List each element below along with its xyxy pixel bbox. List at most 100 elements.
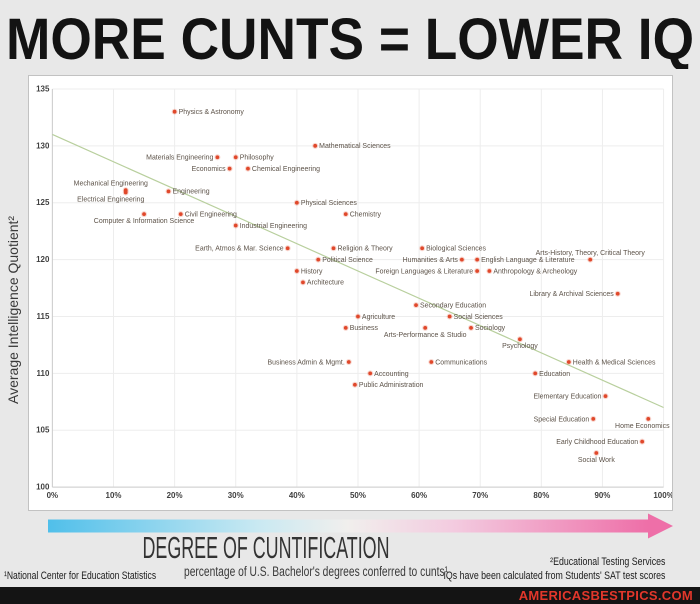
- data-point-label: Biological Sciences: [426, 246, 486, 253]
- x-tick-label: 100%: [653, 491, 672, 500]
- scatter-plot: 0% 10% 20% 30% 40% 50% 60% 70% 80% 90% 100% 100 105 1…: [36, 84, 672, 500]
- data-point-dot: [368, 371, 373, 376]
- degree-heading: DEGREE OF CUNTIFICATION: [143, 532, 390, 565]
- data-point-dot: [353, 382, 357, 387]
- data-point-label: Business: [350, 325, 379, 332]
- data-point-dot: [178, 212, 183, 216]
- data-point-label: Computer & Information Science: [94, 218, 195, 225]
- data-point-label: Social Work: [578, 457, 615, 464]
- data-point-label: Education: [539, 371, 570, 378]
- data-point-label: English Language & Literature: [481, 257, 575, 264]
- y-tick-label: 120: [36, 255, 50, 264]
- x-tick-label: 90%: [594, 491, 610, 500]
- data-point-dot: [475, 257, 480, 262]
- data-point-dot: [640, 439, 645, 444]
- data-point-dot: [343, 212, 348, 216]
- data-point-dot: [615, 291, 620, 296]
- data-point-label: Architecture: [307, 280, 344, 287]
- y-tick-label: 135: [36, 84, 50, 93]
- data-point-dot: [142, 212, 146, 216]
- data-point-label: Physics & Astronomy: [179, 109, 245, 116]
- data-point-dot: [591, 416, 596, 421]
- data-point-dot: [487, 269, 492, 273]
- data-point-label: Mechanical Engineering: [74, 181, 148, 188]
- data-point-dot: [603, 394, 608, 399]
- footnote-right-line1: ²Educational Testing Services: [549, 556, 665, 568]
- data-point-dot: [588, 257, 593, 262]
- data-point-dot: [227, 166, 232, 171]
- data-point-dot: [331, 246, 336, 251]
- data-point-label: Physical Sciences: [301, 200, 358, 207]
- data-point-label: Special Education: [534, 416, 590, 423]
- data-point-label: Industrial Engineering: [240, 223, 307, 230]
- data-point-label: Library & Archival Sciences: [529, 291, 614, 298]
- title-block: MORE CUNTS = LOWER IQ: [6, 7, 694, 69]
- x-tick-label: 10%: [106, 491, 122, 500]
- data-point-label: Home Economics: [615, 423, 670, 430]
- footnote-right-line2: IQs have been calculated from Students' …: [443, 570, 665, 582]
- trendline: [52, 133, 664, 409]
- x-tick-label: 0%: [47, 491, 58, 500]
- data-point-dot: [566, 360, 571, 364]
- footnote-source-right: ²Educational Testing Services IQs have b…: [443, 555, 665, 583]
- y-axis-label: Average Intelligence Quotient²: [5, 215, 21, 404]
- data-point-dot: [475, 269, 480, 273]
- data-point-label: Arts-Performance & Studio: [384, 332, 467, 339]
- data-point-label: Psychology: [502, 343, 538, 350]
- data-point-label: Social Sciences: [454, 314, 504, 321]
- data-point-dot: [646, 416, 651, 421]
- data-point-label: Civil Engineering: [185, 211, 237, 218]
- data-point-dot: [594, 451, 599, 455]
- chart-panel: 0% 10% 20% 30% 40% 50% 60% 70% 80% 90% 100% 100 105 1…: [28, 75, 673, 511]
- data-point-dot: [294, 269, 299, 273]
- arrow-shaft: [48, 519, 648, 533]
- data-point-dot: [233, 155, 238, 160]
- data-point-dot: [459, 257, 464, 262]
- data-point-dot: [294, 200, 299, 205]
- arrow-head-icon: [648, 513, 673, 539]
- x-tick-label: 50%: [350, 491, 366, 500]
- x-tick-label: 30%: [228, 491, 244, 500]
- degree-subheading: percentage of U.S. Bachelor's degrees co…: [184, 564, 448, 579]
- data-point-dot: [166, 189, 171, 194]
- data-point-dot: [518, 337, 522, 342]
- data-point-dot: [316, 257, 321, 262]
- data-point-label: Secondary Education: [420, 303, 486, 310]
- data-point-dot: [414, 303, 418, 308]
- y-tick-label: 100: [36, 483, 50, 492]
- data-point-dot: [215, 155, 220, 160]
- data-point-dot: [301, 280, 305, 285]
- data-point-label: Earth, Atmos & Mar. Science: [195, 246, 284, 253]
- page-title: MORE CUNTS = LOWER IQ: [6, 7, 694, 69]
- data-point-dot: [447, 314, 452, 319]
- watermark-banner: AMERICASBESTPICS.COM: [0, 587, 700, 604]
- data-point-label: Chemistry: [350, 211, 382, 218]
- y-tick-label: 115: [37, 312, 50, 321]
- data-point-label: Foreign Languages & Literature: [375, 268, 473, 275]
- data-point-label: Arts-History, Theory, Critical Theory: [536, 250, 646, 257]
- data-point-label: Materials Engineering: [146, 155, 213, 162]
- data-point-label: Agriculture: [362, 314, 395, 321]
- data-point-label: Anthropology & Archeology: [493, 268, 577, 275]
- data-point-dot: [469, 325, 473, 330]
- x-tick-label: 70%: [472, 491, 488, 500]
- x-axis-caption: DEGREE OF CUNTIFICATION percentage of U.…: [143, 532, 449, 579]
- data-point-label: Accounting: [374, 371, 409, 378]
- x-tick-label: 40%: [289, 491, 305, 500]
- data-point-label: Political Science: [322, 257, 373, 264]
- gradient-arrow: [48, 513, 673, 539]
- data-point-label: Religion & Theory: [337, 246, 393, 253]
- data-point-dot: [233, 223, 238, 228]
- data-point-dot: [313, 143, 318, 148]
- data-point-dot: [429, 360, 434, 364]
- y-tick-label: 130: [36, 141, 50, 150]
- watermark-text: AMERICASBESTPICS.COM: [518, 588, 693, 603]
- data-point-label: Economics: [192, 166, 227, 173]
- data-point-dot: [285, 246, 290, 251]
- data-point-label: Humanities & Arts: [403, 257, 459, 264]
- x-tick-label: 80%: [533, 491, 549, 500]
- data-point-label: Mathematical Sciences: [319, 143, 391, 150]
- data-point-label: Early Childhood Education: [556, 439, 638, 446]
- x-tick-label: 60%: [411, 491, 427, 500]
